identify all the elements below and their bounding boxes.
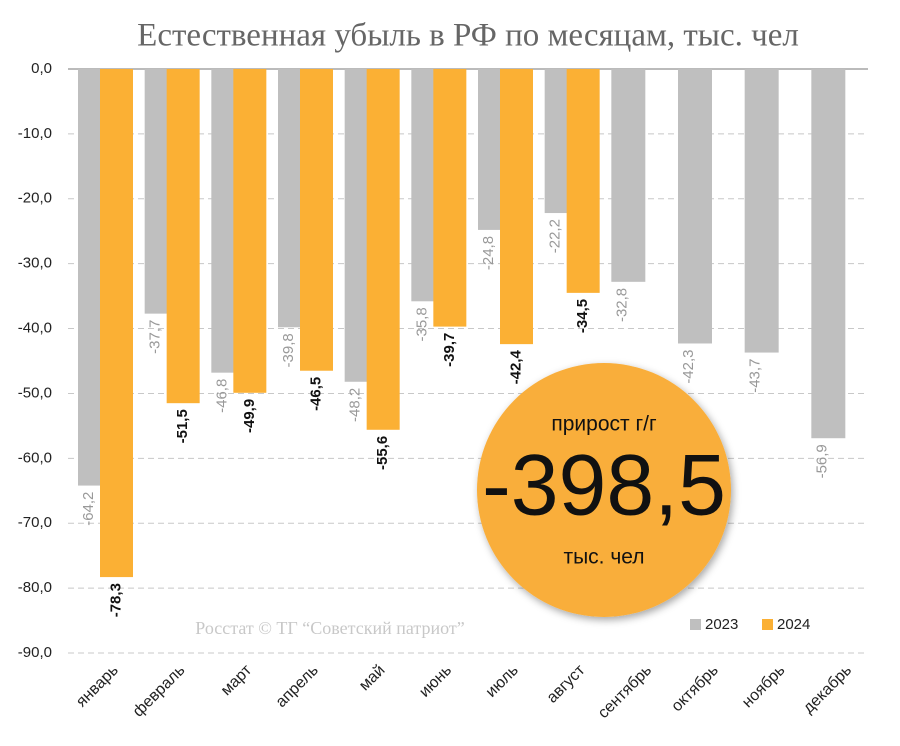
annotation-value: -398,5	[482, 438, 726, 534]
y-tick-label: -20,0	[18, 190, 52, 207]
value-label: -32,8	[613, 288, 630, 322]
chart-title: Естественная убыль в РФ по месяцам, тыс.…	[137, 18, 799, 54]
value-label: -46,5	[307, 377, 324, 411]
overlay: прирост г/г -398,5 тыс. чел Росстат © ТГ…	[195, 363, 810, 638]
source: Росстат © ТГ “Советский патриот”	[195, 618, 465, 638]
value-label: -24,8	[480, 236, 497, 270]
y-tick-label: -50,0	[18, 384, 52, 401]
x-tick-label: апрель	[273, 662, 322, 711]
legend-swatch	[690, 619, 701, 630]
legend-label: 2023	[705, 616, 738, 633]
y-tick-label: -60,0	[18, 449, 52, 466]
value-label: -48,2	[347, 388, 364, 422]
value-label: -49,9	[241, 399, 258, 433]
y-tick-label: -80,0	[18, 579, 52, 596]
bar	[366, 69, 400, 430]
x-tick-label: май	[356, 662, 388, 694]
bar	[166, 69, 200, 404]
annotation-unit: тыс. чел	[563, 546, 644, 569]
x-tick-label: август	[544, 661, 589, 706]
value-label: -37,7	[147, 320, 164, 354]
value-label: -42,3	[680, 349, 697, 383]
plot: 0,0 -10,0 -20,0 -30,0 -40,0 -50,0 -60,0 -70,0 -8…	[18, 60, 868, 722]
value-label: -35,8	[413, 307, 430, 341]
annotation-label: прирост г/г	[551, 413, 657, 436]
bar	[611, 69, 646, 282]
value-label: -78,3	[107, 583, 124, 617]
bar	[566, 69, 600, 293]
x-tick-label: октябрь	[668, 662, 721, 715]
value-label: -39,8	[280, 333, 297, 367]
x-tick-label: сентябрь	[595, 662, 655, 722]
value-label: -34,5	[574, 299, 591, 333]
value-label: -56,9	[813, 444, 830, 478]
value-label: -55,6	[374, 436, 391, 470]
bar	[811, 69, 846, 439]
x-tick-label: июнь	[416, 662, 455, 701]
legend-label: 2024	[777, 616, 810, 633]
value-label: -42,4	[507, 349, 524, 384]
value-label: -22,2	[547, 219, 564, 253]
x-tick-label: декабрь	[800, 662, 855, 717]
bar	[744, 69, 779, 353]
y-tick-label: -70,0	[18, 514, 52, 531]
bar	[100, 69, 133, 578]
bar	[233, 69, 267, 393]
x-tick-label: июль	[483, 662, 522, 701]
bar	[678, 69, 712, 344]
bar	[500, 69, 533, 345]
y-tick-label: 0,0	[31, 60, 52, 77]
y-tick-label: -30,0	[18, 255, 52, 272]
highlight-circle	[477, 363, 731, 617]
value-label: -51,5	[174, 409, 191, 443]
x-tick-label: ноябрь	[739, 662, 788, 711]
x-tick-label: январь	[73, 662, 122, 711]
value-label: -64,2	[80, 492, 97, 526]
value-label: -46,8	[213, 379, 230, 413]
x-tick-label: февраль	[130, 662, 189, 721]
x-tick-label: март	[218, 661, 256, 699]
bar	[433, 69, 467, 327]
y-tick-label: -10,0	[18, 125, 52, 142]
y-tick-label: -90,0	[18, 644, 52, 661]
value-label: -39,7	[441, 333, 458, 367]
y-tick-label: -40,0	[18, 320, 52, 337]
bar	[300, 69, 333, 371]
legend-swatch	[762, 619, 773, 630]
value-label: -43,7	[747, 359, 764, 393]
